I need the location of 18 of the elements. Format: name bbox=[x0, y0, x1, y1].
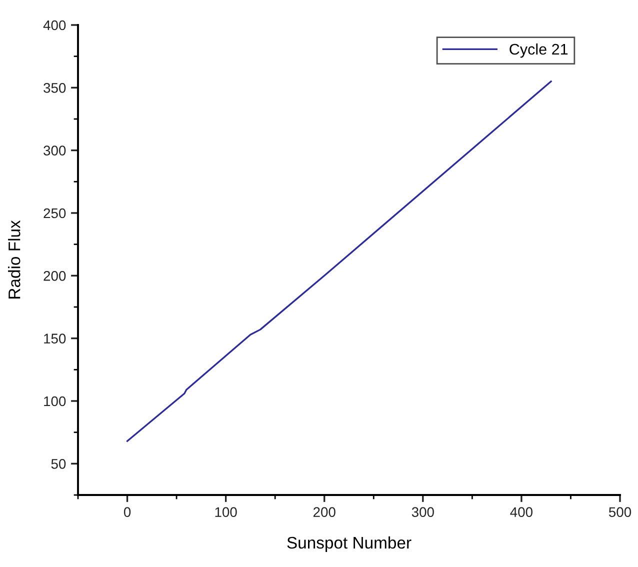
x-tick-label: 200 bbox=[313, 507, 336, 518]
y-tick-label: 350 bbox=[44, 83, 66, 93]
y-tick-label: 400 bbox=[43, 20, 66, 30]
legend-label: Cycle 21 bbox=[510, 43, 568, 58]
y-tick-label: 50 bbox=[51, 459, 66, 469]
x-tick-label: 400 bbox=[510, 507, 532, 518]
x-tick-label: 0 bbox=[124, 507, 131, 518]
y-axis-title: Radio Flux bbox=[8, 220, 20, 298]
y-tick-label: 250 bbox=[44, 208, 66, 218]
y-tick-label: 200 bbox=[44, 271, 66, 281]
line-series bbox=[126, 80, 552, 442]
y-tick-label: 150 bbox=[44, 334, 66, 344]
x-tick-label: 100 bbox=[215, 507, 237, 518]
x-axis-title: Sunspot Number bbox=[287, 536, 412, 552]
x-tick-label: 500 bbox=[608, 507, 632, 518]
y-tick-label: 100 bbox=[44, 396, 66, 406]
x-tick-label: 300 bbox=[412, 507, 434, 518]
y-tick-label: 300 bbox=[44, 146, 66, 156]
